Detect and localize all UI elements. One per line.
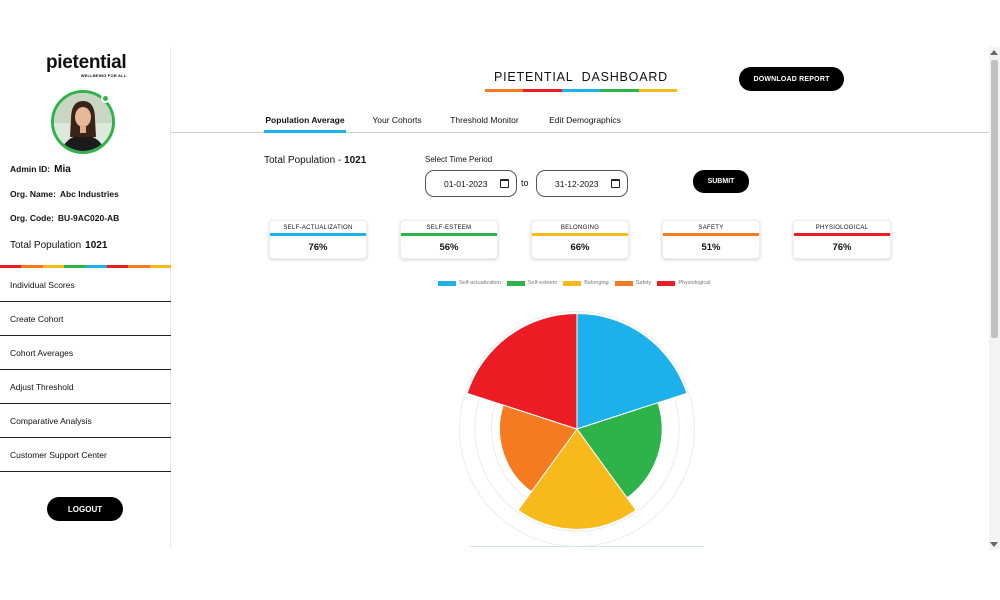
legend-label: Self-esteem (527, 280, 558, 286)
chart-segment-self-actualization[interactable] (576, 312, 688, 430)
chart-bottom-line (470, 546, 704, 547)
stat-name: SELF-ESTEEM (426, 225, 472, 231)
stat-name: SAFETY (698, 225, 724, 231)
sidebar-item-create-cohort[interactable]: Create Cohort (0, 302, 171, 336)
download-report-button[interactable]: DOWNLOAD REPORT (739, 67, 844, 91)
start-date-input[interactable]: 01-01-2023 (425, 170, 517, 197)
sidebar-item-customer-support[interactable]: Customer Support Center (0, 438, 171, 472)
tab-your-cohorts[interactable]: Your Cohorts (372, 115, 422, 125)
scrollbar-thumb[interactable] (991, 60, 998, 338)
avatar-image (54, 93, 112, 151)
sidebar-total-population-value: 1021 (85, 240, 108, 251)
stat-value: 66% (570, 242, 590, 253)
admin-id-label: Admin ID: (10, 164, 51, 174)
legend-label: Physiological (678, 280, 711, 286)
legend-swatch (438, 280, 456, 286)
chart-segment-self-esteem[interactable] (576, 402, 663, 499)
stat-color-bar (532, 233, 628, 236)
date-range-to-label: to (521, 178, 529, 188)
legend-item[interactable]: Self-actualization (438, 280, 501, 286)
calendar-icon[interactable] (500, 179, 509, 188)
stat-card-safety: SAFETY 51% (662, 220, 760, 259)
calendar-icon[interactable] (611, 179, 620, 188)
tab-bar: Population Average Your Cohorts Threshol… (171, 113, 989, 133)
org-code-value: BU-9AC020-AB (57, 213, 120, 223)
polar-area-chart-svg (459, 311, 695, 547)
polar-area-chart (447, 300, 707, 547)
legend-item[interactable]: Self-esteem (506, 280, 558, 286)
sidebar-item-comparative-analysis[interactable]: Comparative Analysis (0, 404, 171, 438)
legend-item[interactable]: Belonging (563, 280, 609, 286)
stat-card-self-actualization: SELF-ACTUALIZATION 76% (269, 220, 367, 259)
chart-segment-safety[interactable] (499, 404, 578, 493)
stat-card-belonging: BELONGING 66% (531, 220, 629, 259)
sidebar-rainbow-divider (0, 265, 171, 268)
stat-value: 76% (832, 242, 852, 253)
org-name-label: Org. Name: (10, 189, 56, 199)
tab-population-average[interactable]: Population Average (264, 113, 346, 133)
logo: pietential WELLBEING FOR ALL (46, 52, 127, 79)
legend-item[interactable]: Physiological (657, 280, 710, 286)
tab-edit-demographics[interactable]: Edit Demographics (549, 115, 621, 125)
stat-value: 76% (308, 242, 328, 253)
stat-color-bar (401, 233, 497, 236)
sidebar-item-individual-scores[interactable]: Individual Scores (0, 268, 171, 302)
stat-value: 56% (439, 242, 459, 253)
page-title: PIETENTIAL DASHBOARD (493, 70, 668, 84)
stat-name: SELF-ACTUALIZATION (283, 225, 353, 231)
legend-swatch (563, 280, 582, 286)
chart-segment-belonging[interactable] (517, 428, 637, 530)
org-name-row: Org. Name: Abc Industries (10, 189, 119, 199)
end-date-value: 31-12-2023 (555, 178, 599, 189)
sidebar-item-cohort-averages[interactable]: Cohort Averages (0, 336, 171, 370)
scroll-down-arrow-icon[interactable] (990, 542, 998, 547)
title-rainbow-underline (485, 89, 678, 92)
org-code-label: Org. Code: (10, 213, 54, 223)
logo-text: pietential (46, 52, 127, 73)
total-population-label: Total Population - (264, 155, 345, 166)
end-date-input[interactable]: 31-12-2023 (536, 170, 628, 197)
admin-id-row: Admin ID: Mia (10, 164, 71, 175)
stat-color-bar (794, 233, 890, 236)
org-code-row: Org. Code: BU-9AC020-AB (10, 213, 119, 223)
stat-name: BELONGING (560, 225, 600, 231)
logout-button[interactable]: LOGOUT (47, 497, 123, 521)
sidebar-nav: Individual Scores Create Cohort Cohort A… (0, 268, 171, 472)
stat-value: 51% (701, 242, 721, 253)
stat-name: PHYSIOLOGICAL (815, 225, 869, 231)
stat-card-physiological: PHYSIOLOGICAL 76% (793, 220, 891, 259)
sidebar: pietential WELLBEING FOR ALL Admin ID: Mi… (0, 47, 171, 547)
start-date-value: 01-01-2023 (444, 178, 488, 189)
org-name-value: Abc Industries (59, 189, 119, 199)
legend-swatch (657, 280, 676, 286)
stat-color-bar (663, 233, 759, 236)
legend-swatch (506, 280, 525, 286)
submit-button[interactable]: SUBMIT (693, 170, 749, 193)
chart-segment-physiological[interactable] (466, 312, 578, 430)
time-period-label: Select Time Period (425, 155, 493, 164)
admin-id-value: Mia (54, 164, 71, 175)
legend-swatch (614, 280, 633, 286)
online-status-dot (101, 94, 110, 103)
stat-color-bar (270, 233, 366, 236)
legend-label: Safety (635, 280, 652, 286)
sidebar-item-adjust-threshold[interactable]: Adjust Threshold (0, 370, 171, 404)
legend-label: Belonging (584, 280, 609, 286)
logo-tagline: WELLBEING FOR ALL (80, 73, 127, 78)
sidebar-total-population-label: Total Population (10, 240, 82, 251)
total-population-value: 1021 (344, 155, 367, 166)
stat-card-self-esteem: SELF-ESTEEM 56% (400, 220, 498, 259)
legend-item[interactable]: Safety (614, 280, 652, 286)
total-population: Total Population - 1021 (264, 155, 366, 166)
sidebar-total-population: Total Population 1021 (10, 240, 107, 251)
chart-legend: Self-actualization Self-esteem Belonging… (438, 280, 716, 286)
legend-label: Self-actualization (459, 280, 501, 286)
tab-threshold-monitor[interactable]: Threshold Monitor (450, 115, 519, 125)
scroll-up-arrow-icon[interactable] (990, 50, 998, 55)
